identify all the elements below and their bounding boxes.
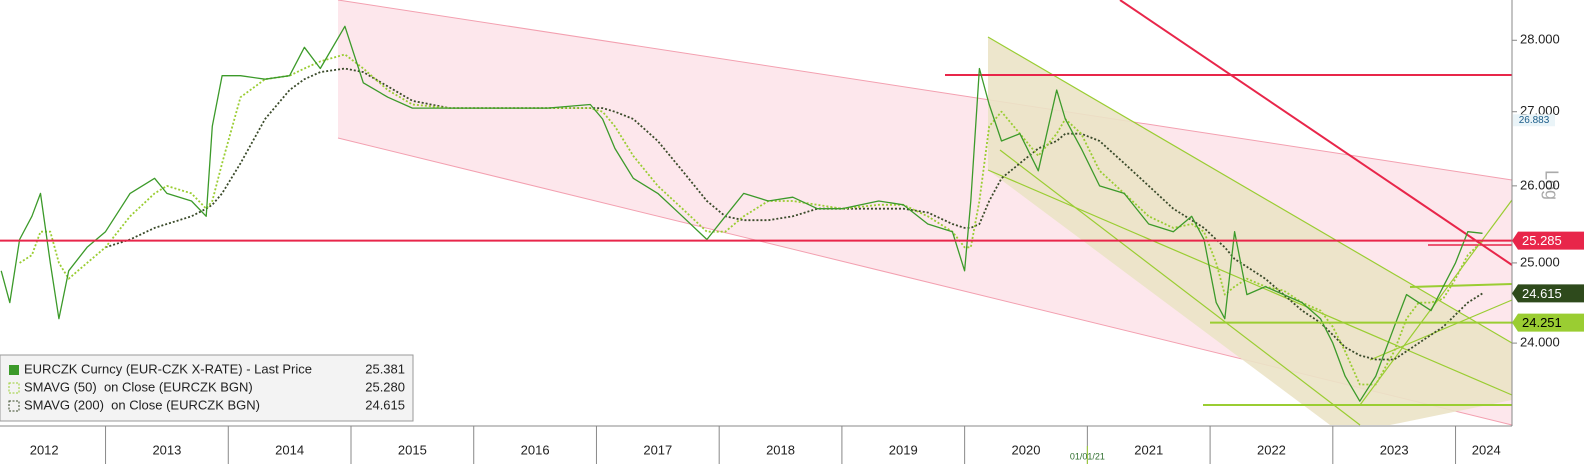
x-tick-label: 2017	[643, 442, 672, 457]
channel-fill	[988, 37, 1512, 425]
legend-swatch	[8, 382, 20, 394]
channel-line	[337, 0, 1513, 181]
trend-line	[1119, 0, 1513, 266]
y-tick-label: 25.000	[1520, 254, 1560, 269]
y-tick-label: 28.000	[1520, 32, 1560, 47]
legend-swatch	[9, 365, 19, 375]
support-line	[1409, 283, 1513, 288]
channel-line	[987, 36, 1513, 344]
x-tick-label: 2020	[1012, 442, 1041, 457]
channel-line	[1359, 199, 1513, 406]
legend-label: EURCZK Curncy (EUR-CZK X-RATE) - Last Pr…	[24, 361, 312, 376]
value-label-box	[1512, 284, 1584, 303]
overlay-layer	[0, 239, 1512, 324]
value-label: 25.285	[1522, 233, 1562, 248]
legend-label: SMAVG (50) on Close (EURCZK BGN)	[24, 379, 253, 394]
x-tick-label: 2015	[398, 442, 427, 457]
x-tick-label: 2024	[1472, 442, 1501, 457]
legend-label: SMAVG (200) on Close (EURCZK BGN)	[24, 397, 260, 412]
x-tick-label: 2016	[521, 442, 550, 457]
legend-swatch	[8, 400, 20, 412]
x-tick-label: 2023	[1380, 442, 1409, 457]
value-label-box	[1512, 231, 1584, 250]
value-label: 24.615	[1522, 286, 1562, 301]
x-tick-label: 2019	[889, 442, 918, 457]
x-tick-label: 2021	[1134, 442, 1163, 457]
x-tick-label: 2013	[152, 442, 181, 457]
y-tick-label: 24.000	[1520, 335, 1560, 350]
y-tick-label: 26.000	[1520, 177, 1560, 192]
value-label-box	[1513, 114, 1555, 127]
legend-value: 25.381	[365, 361, 405, 376]
scale-label: Log	[1541, 170, 1561, 200]
legend: EURCZK Curncy (EUR-CZK X-RATE) - Last Pr…	[0, 354, 414, 422]
x-tick-label: 2022	[1257, 442, 1286, 457]
value-label: 24.251	[1522, 315, 1562, 330]
value-label: 26.883	[1519, 115, 1550, 126]
x-tick-label: 2012	[30, 442, 59, 457]
legend-value: 25.280	[365, 379, 405, 394]
value-label-box	[1512, 313, 1584, 332]
channel-line	[1369, 299, 1513, 361]
channel-line	[999, 149, 1361, 426]
x-tick-label: 2018	[766, 442, 795, 457]
date-marker-label: 01/01/21	[1070, 451, 1105, 461]
x-tick-label: 2014	[275, 442, 304, 457]
legend-value: 24.615	[365, 397, 405, 412]
series-line	[0, 25, 1483, 402]
legend-box	[0, 354, 414, 422]
